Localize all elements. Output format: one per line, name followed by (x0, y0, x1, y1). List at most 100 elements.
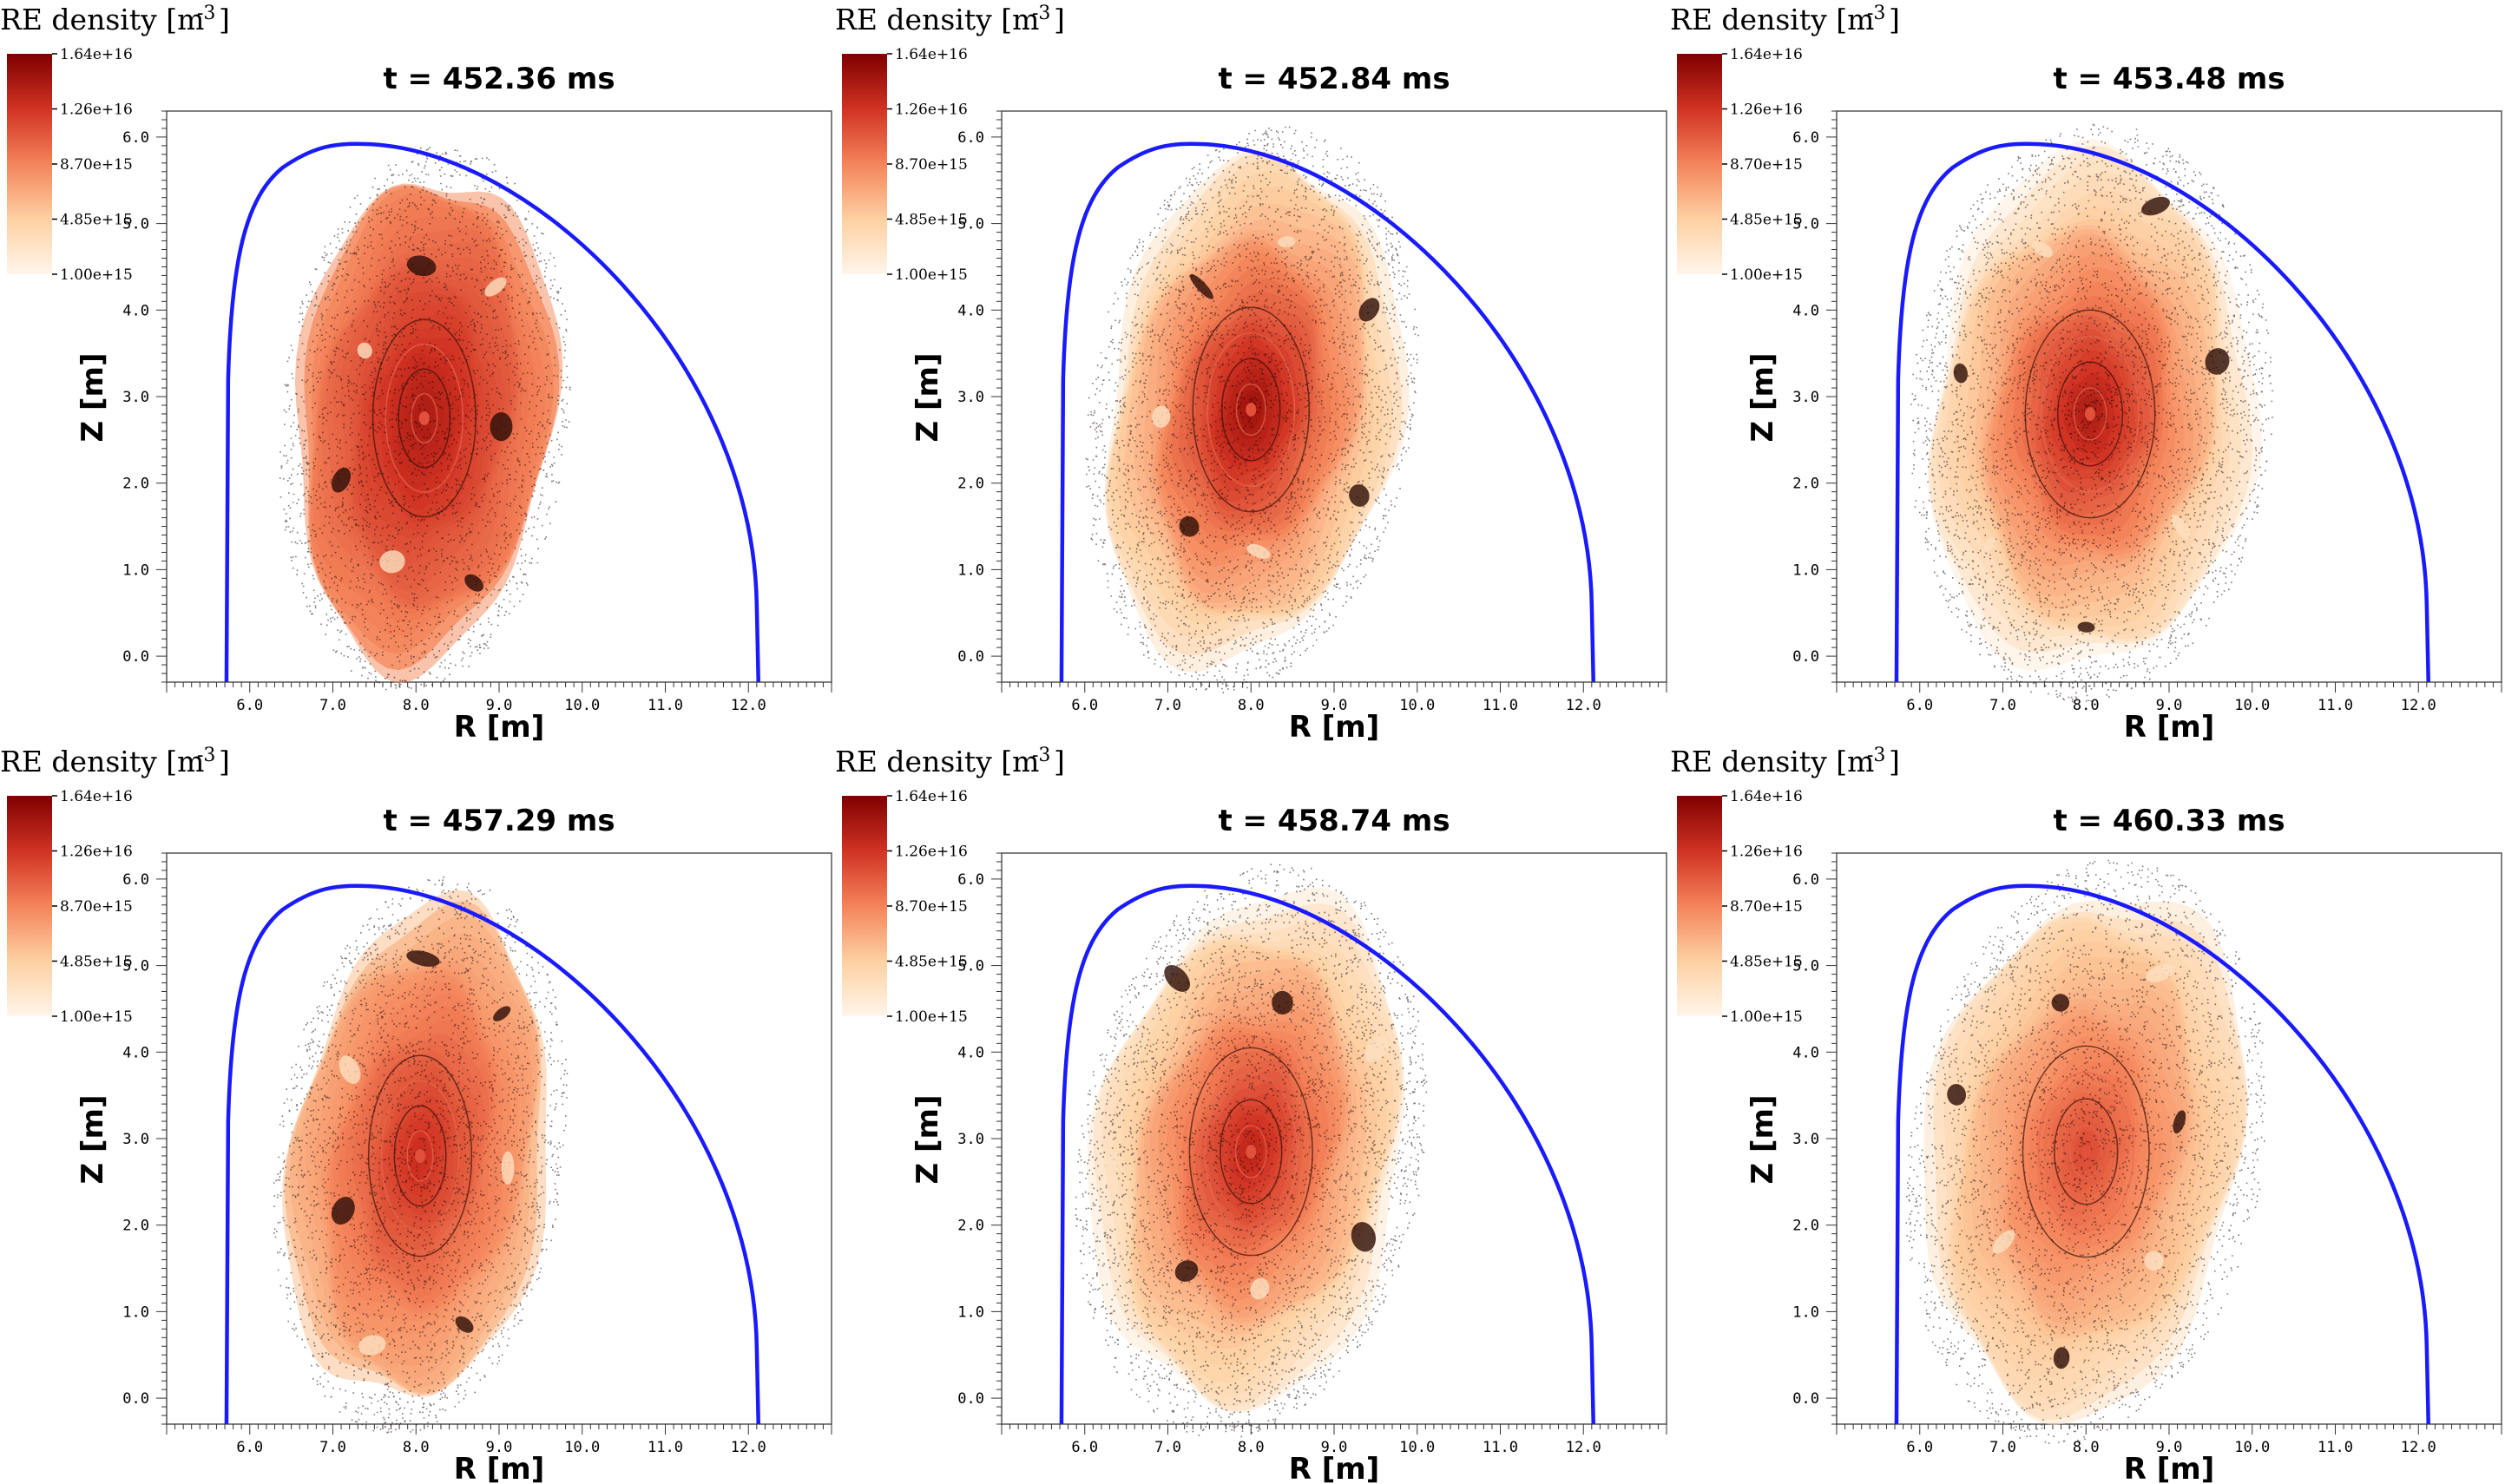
magnetic-island (1981, 537, 1996, 554)
y-tick-label: 0.0 (957, 1390, 984, 1408)
x-tick-label: 12.0 (1566, 697, 1601, 714)
colorbar-exponent: -3 (1867, 745, 1885, 766)
x-tick-label: 11.0 (648, 1439, 683, 1456)
magnetic-island (1164, 964, 1191, 992)
colorbar-tick-label: 1.64e+16 (895, 46, 968, 63)
flux-surface-ring (1220, 1099, 1283, 1205)
y-tick-label: 1.0 (957, 561, 984, 579)
chart-title: t = 453.48 ms (2053, 62, 2285, 96)
colorbar-gradient (1677, 54, 1722, 274)
magnetic-island (2032, 241, 2054, 258)
magnetic-island (1272, 990, 1293, 1015)
flux-surface-ring (1204, 1073, 1299, 1231)
flux-surface-ring (406, 1130, 434, 1182)
magnetic-axis (2085, 406, 2096, 421)
x-tick-label: 6.0 (1906, 697, 1933, 714)
magnetic-island (501, 1151, 515, 1185)
colorbar-label-close: ] (1054, 745, 1065, 778)
flux-surface-ring (371, 318, 477, 518)
x-tick-label: 8.0 (2073, 1439, 2100, 1456)
flux-surface-ring (2069, 1124, 2103, 1179)
y-tick-label: 3.0 (1792, 389, 1819, 406)
chart-title: t = 457.29 ms (383, 804, 615, 838)
colorbar-tick-label: 4.85e+15 (895, 212, 968, 229)
y-tick-label: 4.0 (1792, 302, 1819, 319)
x-axis-label: R [m] (454, 1452, 545, 1484)
colorbar-exponent: -3 (1867, 3, 1885, 24)
x-tick-label: 9.0 (1321, 697, 1348, 714)
x-tick-label: 9.0 (486, 1439, 513, 1456)
chart-panel-4: RE density [m-3] 1.64e+16 1.26e+16 8.70e+15… (0, 745, 832, 1484)
magnetic-island (2173, 1110, 2186, 1134)
x-tick-label: 11.0 (2318, 1439, 2353, 1456)
y-tick-label: 1.0 (1792, 1303, 1819, 1321)
colorbar-gradient (7, 54, 52, 274)
y-tick-label: 1.0 (122, 561, 149, 579)
colorbar-label-close: ] (219, 745, 230, 778)
y-tick-label: 2.0 (122, 476, 149, 493)
y-tick-label: 0.0 (957, 648, 984, 666)
x-tick-label: 12.0 (731, 697, 766, 714)
y-tick-label: 0.0 (1792, 1390, 1819, 1408)
y-tick-label: 3.0 (122, 1131, 149, 1148)
colorbar-label-close: ] (1889, 745, 1900, 778)
flux-surface-ring (398, 368, 451, 469)
y-tick-label: 6.0 (122, 129, 149, 147)
y-axis-label: Z [m] (1746, 1095, 1780, 1185)
colorbar-label: RE density [m (835, 745, 1039, 778)
x-tick-label: 11.0 (2318, 697, 2353, 714)
colorbar-tick-label: 8.70e+15 (1730, 156, 1803, 174)
x-tick-label: 10.0 (1399, 1439, 1435, 1456)
magnetic-axis (1246, 402, 1257, 417)
magnetic-axis (415, 1148, 426, 1163)
colorbar-label-close: ] (1054, 3, 1065, 36)
y-tick-label: 5.0 (957, 958, 984, 975)
colorbar-tick-label: 1.64e+16 (895, 788, 968, 805)
x-tick-label: 12.0 (2401, 697, 2436, 714)
flux-surface-ring (393, 1105, 447, 1207)
flux-surface-ring (367, 1054, 473, 1257)
y-axis-label: Z [m] (911, 1095, 945, 1185)
magnetic-island (2146, 964, 2175, 982)
magnetic-island (1278, 236, 1296, 248)
y-tick-label: 5.0 (1792, 216, 1819, 233)
y-tick-label: 2.0 (957, 1218, 984, 1235)
x-tick-label: 11.0 (1483, 1439, 1518, 1456)
chart-title: t = 452.84 ms (1218, 62, 1450, 96)
x-tick-label: 10.0 (2234, 1439, 2270, 1456)
flux-surface-ring (1235, 383, 1266, 437)
magnetic-island (2171, 515, 2191, 540)
colorbar-label: RE density [m (835, 3, 1039, 36)
field-line-dots (1085, 126, 1419, 693)
magnetic-island (2205, 348, 2230, 375)
first-wall-boundary (1894, 883, 2430, 1425)
colorbar-gradient (7, 796, 52, 1016)
magnetic-island (455, 1316, 474, 1333)
magnetic-island (1179, 515, 1200, 537)
x-tick-label: 9.0 (2156, 1439, 2183, 1456)
y-tick-label: 6.0 (957, 871, 984, 889)
flux-surface-ring (385, 343, 464, 493)
flux-surface-ring (380, 1080, 460, 1232)
y-tick-label: 5.0 (122, 216, 149, 233)
colorbar-exponent: -3 (1032, 3, 1050, 24)
colorbar-tick-label: 4.85e+15 (1730, 954, 1803, 971)
y-tick-label: 5.0 (957, 216, 984, 233)
x-tick-label: 8.0 (403, 697, 430, 714)
magnetic-island (379, 550, 405, 574)
y-tick-label: 4.0 (122, 1044, 149, 1061)
magnetic-island (464, 574, 483, 592)
colorbar-tick-label: 1.26e+16 (895, 102, 968, 119)
chart-title: t = 452.36 ms (383, 62, 615, 96)
magnetic-island (484, 277, 507, 297)
re-density-cloud (279, 147, 571, 691)
colorbar-tick-label: 4.85e+15 (60, 212, 133, 229)
colorbar-exponent: -3 (197, 745, 215, 766)
y-tick-label: 1.0 (1792, 561, 1819, 579)
magnetic-island (2141, 196, 2170, 216)
colorbar-tick-label: 1.26e+16 (60, 844, 133, 861)
magnetic-island (357, 342, 372, 359)
colorbar-tick-label: 1.26e+16 (60, 102, 133, 119)
magnetic-island (1246, 543, 1271, 559)
